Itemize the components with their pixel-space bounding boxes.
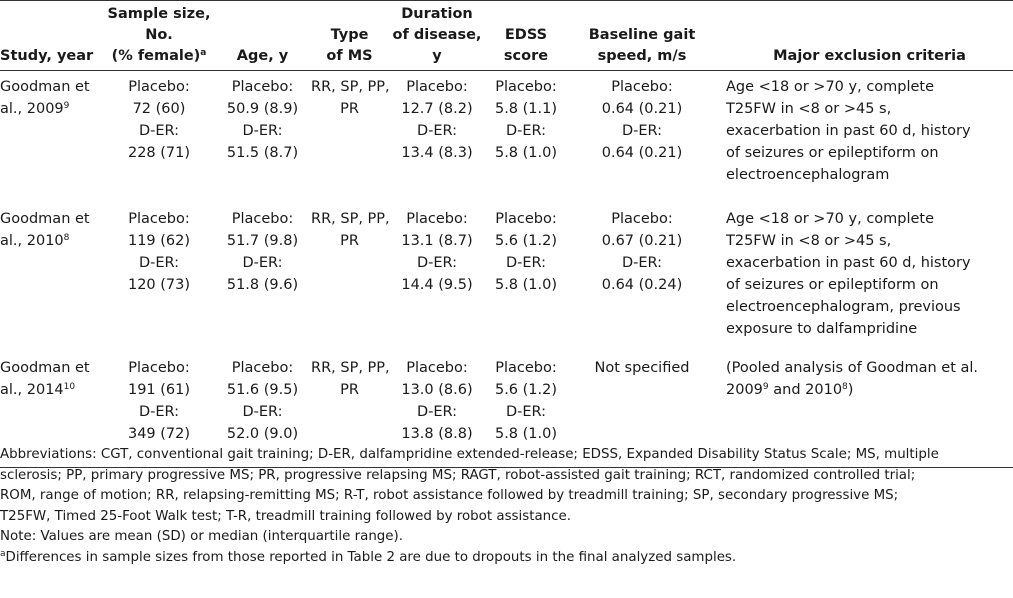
cell-sample-size: Placebo: 72 (60) D-ER: 228 (71) — [127, 79, 191, 161]
cell-sample-size: Placebo: 191 (61) D-ER: 349 (72) — [127, 360, 191, 442]
header-study: Study, year — [0, 48, 94, 64]
cell-duration: Placebo: 13.0 (8.6) D-ER: 13.8 (8.8) — [401, 360, 473, 442]
cell-study: Goodman et al., 20099 — [0, 79, 90, 117]
abbreviations-note: Abbreviations: CGT, conventional gait tr… — [0, 447, 939, 524]
cell-study: Goodman et al., 201410 — [0, 360, 90, 398]
cell-gait-speed: Placebo: 0.67 (0.21) D-ER: 0.64 (0.24) — [601, 211, 683, 293]
cell-edss: Placebo: 5.6 (1.2) D-ER: 5.8 (1.0) — [494, 360, 558, 442]
cell-age: Placebo: 51.6 (9.5) D-ER: 52.0 (9.0) — [226, 360, 299, 442]
header-row: Study, year Sample size, No. (% female)a… — [0, 4, 1013, 71]
table-notes: Abbreviations: CGT, conventional gait tr… — [0, 445, 1013, 568]
header-gait-speed: Baseline gait speed, m/s — [588, 27, 696, 64]
cell-age: Placebo: 51.7 (9.8) D-ER: 51.8 (9.6) — [226, 211, 299, 293]
header-exclusion-criteria: Major exclusion criteria — [773, 48, 966, 64]
header-sample-size: Sample size, No. (% female)a — [107, 6, 211, 64]
cell-duration: Placebo: 13.1 (8.7) D-ER: 14.4 (9.5) — [401, 211, 473, 293]
header-type-of-ms: Type of MS — [326, 27, 373, 64]
table-top-rule — [0, 0, 1013, 1]
header-age: Age, y — [236, 48, 289, 64]
footnote-a-mark: a — [200, 48, 207, 58]
cell-edss: Placebo: 5.6 (1.2) D-ER: 5.8 (1.0) — [494, 211, 558, 293]
table-row: Goodman et al., 201410 Placebo: 191 (61)… — [0, 340, 1013, 468]
cell-edss: Placebo: 5.8 (1.1) D-ER: 5.8 (1.0) — [494, 79, 558, 161]
cell-duration: Placebo: 12.7 (8.2) D-ER: 13.4 (8.3) — [401, 79, 473, 161]
cell-sample-size: Placebo: 119 (62) D-ER: 120 (73) — [127, 211, 191, 293]
cell-type-of-ms: RR, SP, PP, PR — [311, 79, 390, 117]
cell-exclusion-criteria: (Pooled analysis of Goodman et al. 20099… — [726, 360, 979, 398]
study-characteristics-table: Study, year Sample size, No. (% female)a… — [0, 4, 1013, 468]
cell-gait-speed: Not specified — [594, 360, 690, 376]
cell-exclusion-criteria: Age <18 or >70 y, complete T25FW in <8 o… — [726, 79, 971, 183]
cell-gait-speed: Placebo: 0.64 (0.21) D-ER: 0.64 (0.21) — [601, 79, 683, 161]
header-duration: Duration of disease, y — [392, 6, 482, 64]
footnote-a: aDifferences in sample sizes from those … — [0, 548, 737, 565]
header-edss: EDSS score — [503, 27, 549, 64]
cell-type-of-ms: RR, SP, PP, PR — [311, 211, 390, 249]
table-row: Goodman et al., 20099 Placebo: 72 (60) D… — [0, 71, 1013, 187]
cell-study: Goodman et al., 20108 — [0, 211, 90, 249]
values-note: Note: Values are mean (SD) or median (in… — [0, 529, 404, 544]
cell-age: Placebo: 50.9 (8.9) D-ER: 51.5 (8.7) — [226, 79, 299, 161]
cell-exclusion-criteria: Age <18 or >70 y, complete T25FW in <8 o… — [726, 211, 971, 337]
cell-type-of-ms: RR, SP, PP, PR — [311, 360, 390, 398]
table-row: Goodman et al., 20108 Placebo: 119 (62) … — [0, 186, 1013, 340]
